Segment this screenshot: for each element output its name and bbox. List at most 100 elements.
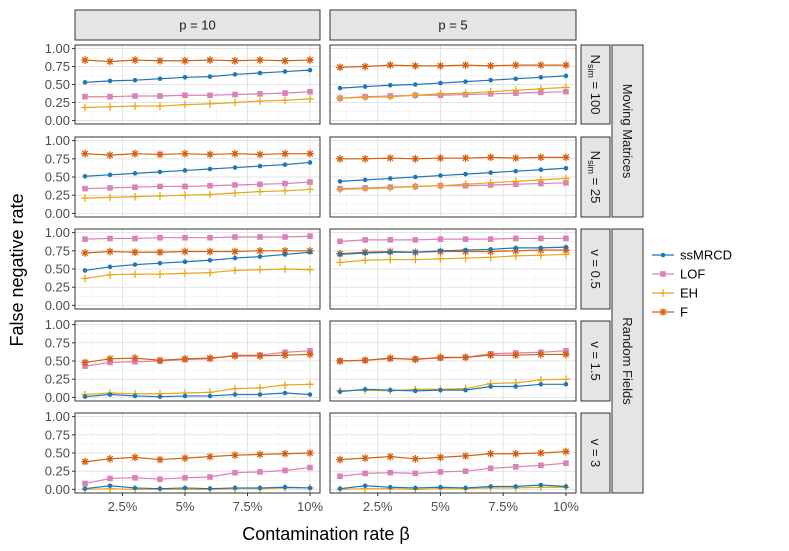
data-point-ssmrcd [538, 245, 544, 251]
data-point-ssmrcd [157, 169, 163, 175]
strip-background [580, 136, 611, 218]
data-point-f [206, 56, 214, 64]
data-point-f [131, 354, 139, 362]
data-point-ssmrcd [387, 176, 393, 181]
data-point-eh [562, 375, 570, 383]
y-axis-row-4: 0.00 0.25 0.50 0.75 1.00 [45, 317, 75, 405]
data-point-f [81, 56, 89, 64]
panel-border [329, 44, 577, 125]
series-line-eh [340, 486, 566, 491]
data-point-f [436, 62, 445, 70]
data-point-lof [182, 92, 188, 99]
y-tick-label: 0.75 [45, 427, 70, 442]
panels-layer [74, 44, 577, 494]
data-point-f [511, 61, 520, 69]
data-point-ssmrcd [232, 255, 238, 261]
nsim-subscript: sim [586, 160, 596, 174]
strip-background [580, 412, 611, 494]
data-point-ssmrcd [438, 387, 443, 393]
data-point-f [181, 149, 189, 158]
data-point-lof [307, 179, 313, 185]
data-point-ssmrcd [362, 84, 368, 89]
data-point-f [106, 455, 114, 463]
data-point-ssmrcd [257, 485, 263, 491]
series-ssmrcd [337, 165, 569, 184]
series-line-lof [84, 181, 311, 190]
nsim-value: = 25 [588, 174, 603, 203]
data-point-lof [563, 235, 569, 242]
series-line-ssmrcd [339, 383, 566, 393]
series-line-lof [340, 237, 566, 242]
data-point-ssmrcd [107, 78, 113, 84]
data-point-f [156, 356, 164, 365]
data-point-f [436, 154, 445, 162]
data-point-eh [131, 102, 139, 110]
data-point-ssmrcd [387, 82, 393, 88]
series-line-eh [84, 383, 311, 396]
x-axis-col-1: 2.5% 5% 7.5% 10% [108, 493, 323, 514]
data-point-ssmrcd [362, 250, 368, 256]
strip-background [74, 9, 321, 41]
series-lof [337, 235, 569, 245]
data-point-lof [462, 468, 469, 474]
data-point-ssmrcd [538, 167, 544, 173]
y-axis-row-1: 0.00 0.25 0.50 0.75 1.00 [45, 41, 75, 128]
data-point-eh [181, 269, 189, 278]
data-point-eh [156, 192, 164, 200]
series-line-eh [340, 177, 566, 190]
data-point-f [281, 149, 289, 158]
data-point-f [131, 453, 139, 462]
data-point-ssmrcd [232, 485, 238, 491]
data-point-ssmrcd [232, 392, 238, 397]
y-tick-label: 1.00 [45, 317, 70, 332]
y-axis-row-5: 0.00 0.25 0.50 0.75 1.00 [45, 409, 75, 497]
data-point-eh [256, 384, 264, 392]
data-point-ssmrcd [337, 85, 343, 91]
data-point-lof [362, 470, 368, 477]
y-tick-label: 0.75 [45, 335, 70, 350]
data-point-eh [386, 92, 395, 101]
data-point-f [511, 154, 520, 162]
data-point-ssmrcd [257, 163, 263, 169]
data-point-eh [281, 265, 289, 273]
data-point-ssmrcd [232, 72, 238, 77]
data-point-lof [182, 474, 188, 481]
data-point-lof [337, 473, 343, 480]
data-point-f [281, 351, 289, 359]
data-point-lof [462, 236, 469, 242]
data-point-eh [206, 100, 214, 108]
data-point-f [156, 455, 164, 464]
data-point-lof [257, 181, 263, 188]
data-point-f [537, 449, 545, 457]
data-point-ssmrcd [463, 387, 468, 393]
data-point-f [562, 153, 570, 162]
data-point-f [231, 352, 239, 360]
y-tick-label: 0.50 [45, 170, 70, 185]
series-f [336, 447, 570, 464]
data-point-lof [82, 185, 88, 192]
data-point-f [231, 56, 239, 65]
data-point-eh [336, 185, 344, 194]
data-point-eh [106, 193, 114, 202]
panel-r1-c1 [74, 44, 321, 125]
series-line-ssmrcd [84, 485, 311, 490]
data-point-f [131, 248, 139, 257]
series-ssmrcd [337, 244, 569, 257]
data-point-f [461, 353, 470, 362]
data-point-ssmrcd [82, 268, 88, 273]
data-point-ssmrcd [337, 252, 343, 257]
outer-strip-1: Moving Matrices [611, 44, 644, 218]
data-point-f [486, 62, 495, 70]
data-point-f [131, 149, 139, 158]
data-point-f [562, 447, 570, 456]
data-point-f [131, 56, 139, 64]
data-point-f [206, 354, 214, 362]
outer-strip-label: Random Fields [620, 317, 635, 405]
data-point-eh [562, 83, 570, 92]
data-point-f [81, 358, 89, 367]
data-point-lof [232, 234, 238, 240]
strip-background [611, 228, 644, 494]
data-point-lof [563, 88, 569, 95]
data-point-ssmrcd [307, 485, 313, 491]
series-line-eh [339, 253, 566, 264]
